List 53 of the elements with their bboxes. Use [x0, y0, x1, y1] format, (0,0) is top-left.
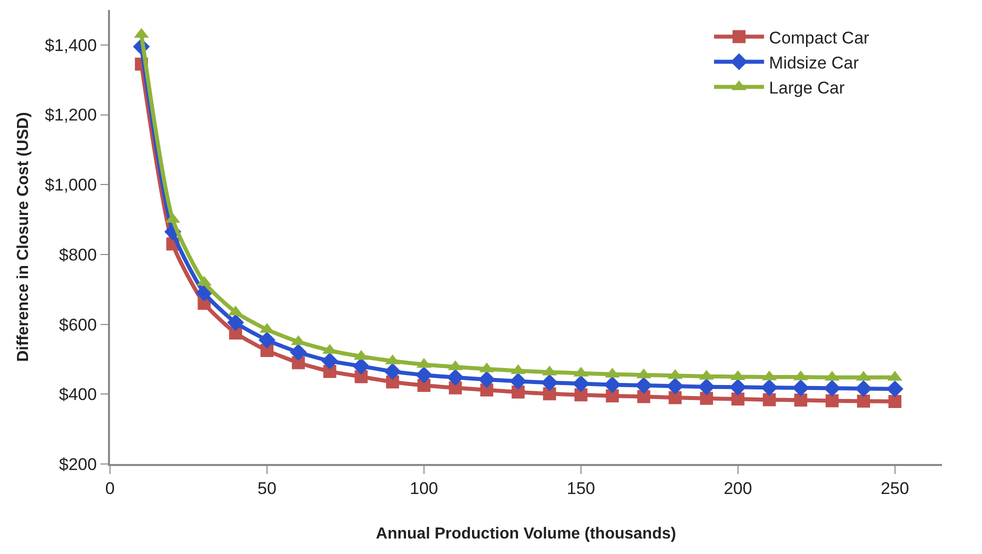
point [572, 375, 590, 392]
point [321, 352, 338, 370]
y-tick-label: $200 [59, 454, 97, 474]
y-tick-label: $400 [59, 385, 97, 404]
y-tick-label: $1,000 [44, 176, 97, 195]
point [416, 366, 432, 384]
x-tick-label: 250 [880, 479, 910, 498]
point [666, 378, 684, 395]
point [700, 392, 714, 405]
point [446, 368, 464, 386]
x-tick-label: 200 [724, 479, 752, 498]
y-tick-label: $800 [59, 245, 97, 264]
y-tick-label: $1,400 [44, 36, 97, 55]
legend-label: Compact Car [769, 28, 870, 48]
point [826, 394, 839, 408]
x-tick-label: 0 [105, 479, 115, 498]
point [824, 380, 841, 397]
point [760, 379, 778, 396]
point [574, 388, 588, 402]
y-axis-title: Difference in Closure Cost (USD) [15, 112, 32, 362]
legend-label: Large Car [769, 78, 845, 98]
point [541, 374, 558, 392]
point [604, 376, 621, 394]
point [510, 372, 527, 390]
point [792, 379, 810, 396]
x-axis-title: Annual Production Volume (thousands) [376, 525, 676, 542]
point [888, 394, 902, 408]
point [637, 390, 650, 404]
point [543, 387, 556, 400]
point [635, 376, 652, 394]
point [290, 344, 307, 361]
y-tick-label: $1,200 [44, 106, 97, 125]
point [886, 380, 904, 398]
x-tick-label: 100 [410, 479, 438, 498]
point [729, 378, 746, 396]
x-tick-label: 150 [566, 479, 596, 498]
y-tick-label: $600 [59, 315, 97, 334]
point [857, 394, 870, 408]
point [668, 391, 682, 404]
point [855, 380, 872, 398]
x-tick-label: 50 [258, 479, 276, 498]
point [478, 371, 496, 388]
point [227, 314, 244, 332]
point [731, 392, 744, 406]
point [352, 358, 370, 375]
point [258, 332, 276, 348]
legend-label: Midsize Car [769, 53, 860, 72]
point [762, 393, 776, 406]
point [794, 394, 808, 407]
point [606, 389, 619, 402]
point [196, 284, 213, 302]
point [384, 363, 402, 380]
point [698, 378, 715, 396]
